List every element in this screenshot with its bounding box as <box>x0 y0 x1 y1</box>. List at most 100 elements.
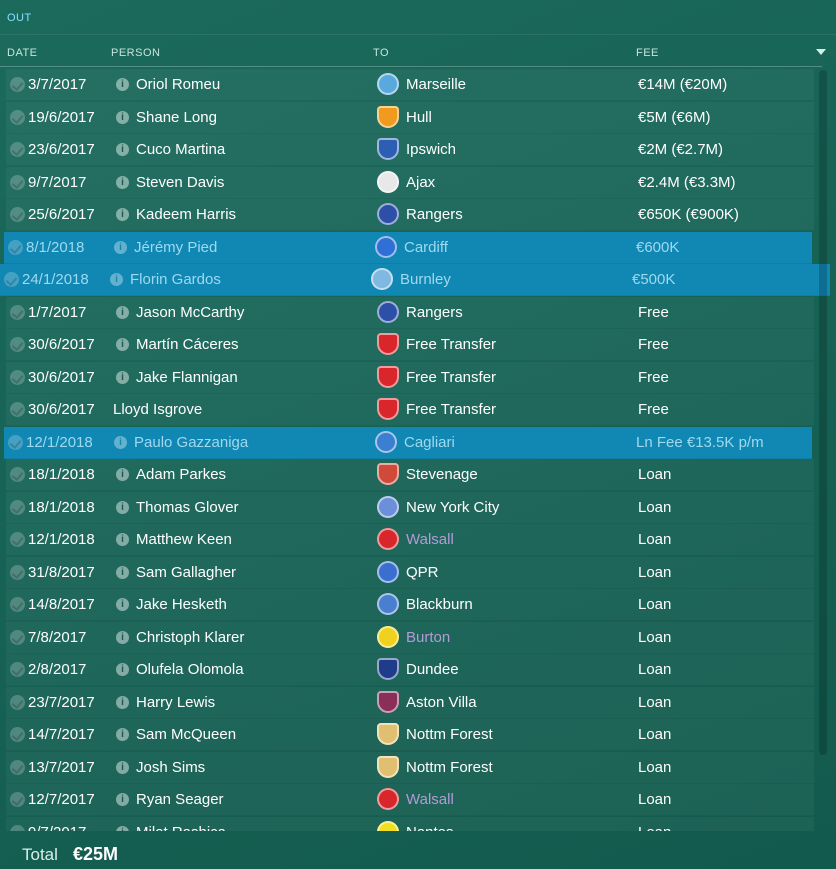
table-row[interactable]: 12/1/2018 i Paulo Gazzaniga Cagliari Ln Fee … <box>4 426 812 459</box>
destination-club-link[interactable]: Blackburn <box>406 596 473 613</box>
table-row[interactable]: 9/7/2017 i Steven Davis Ajax €2.4M (€3.3M) <box>6 166 814 199</box>
destination-club-link[interactable]: Nantes <box>406 824 454 832</box>
check-icon[interactable] <box>10 694 25 710</box>
destination-club-link[interactable]: Free Transfer <box>406 336 497 353</box>
person-link[interactable]: Cuco Martina <box>136 141 226 158</box>
destination-club-link[interactable]: Ipswich <box>406 141 457 158</box>
info-icon[interactable]: i <box>116 598 129 611</box>
info-icon[interactable]: i <box>116 760 129 774</box>
info-icon[interactable]: i <box>116 533 129 546</box>
table-row[interactable]: 18/1/2018 i Adam Parkes Stevenage Loan <box>6 459 814 491</box>
table-row[interactable]: 12/7/2017 i Ryan Seager Walsall Loan <box>6 784 814 816</box>
check-icon[interactable] <box>10 499 25 515</box>
table-row[interactable]: 24/1/2018 i Florin Gardos Burnley €500K <box>0 264 830 296</box>
table-row[interactable]: 13/7/2017 i Josh Sims Nottm Forest Loan <box>6 751 814 784</box>
destination-club-link[interactable]: Burnley <box>400 271 451 288</box>
person-link[interactable]: Jérémy Pied <box>134 238 218 256</box>
table-row[interactable]: 19/6/2017 i Shane Long Hull €5M (€6M) <box>6 101 814 134</box>
check-icon[interactable] <box>10 207 25 222</box>
person-link[interactable]: Shane Long <box>136 108 217 126</box>
table-row[interactable]: 23/7/2017 i Harry Lewis Aston Villa Loan <box>6 686 814 719</box>
person-link[interactable]: Steven Davis <box>136 173 225 191</box>
destination-club-link[interactable]: Ajax <box>406 173 436 191</box>
person-link[interactable]: Josh Sims <box>136 758 206 776</box>
destination-club-link[interactable]: Walsall <box>406 791 454 808</box>
person-link[interactable]: Paulo Gazzaniga <box>134 433 249 451</box>
check-icon[interactable] <box>10 174 25 190</box>
check-icon[interactable] <box>8 434 23 450</box>
check-icon[interactable] <box>10 304 25 320</box>
table-row[interactable]: 25/6/2017 i Kadeem Harris Rangers €650K (€90… <box>6 199 814 231</box>
check-icon[interactable] <box>10 337 25 352</box>
table-row[interactable]: 30/6/2017 i Jake Flannigan Free Transfer Fre… <box>6 361 814 394</box>
info-icon[interactable]: i <box>116 565 129 579</box>
info-icon[interactable]: i <box>116 110 129 124</box>
table-row[interactable]: 8/1/2018 i Jérémy Pied Cardiff €600K <box>4 231 812 264</box>
person-link[interactable]: Christoph Klarer <box>136 628 245 646</box>
check-icon[interactable] <box>10 759 25 775</box>
table-row[interactable]: 2/8/2017 i Olufela Olomola Dundee Loan <box>6 654 814 686</box>
check-icon[interactable] <box>10 792 25 807</box>
table-row[interactable]: 14/8/2017 i Jake Hesketh Blackburn Loan <box>6 589 814 621</box>
check-icon[interactable] <box>8 239 23 255</box>
destination-club-link[interactable]: Walsall <box>406 531 454 548</box>
info-icon[interactable]: i <box>116 175 129 189</box>
destination-club-link[interactable]: Stevenage <box>406 466 478 483</box>
info-icon[interactable]: i <box>116 500 129 514</box>
info-icon[interactable]: i <box>116 663 129 676</box>
table-row[interactable]: 1/7/2017 i Jason McCarthy Rangers Free <box>6 296 814 329</box>
table-row[interactable]: 31/8/2017 i Sam Gallagher QPR Loan <box>6 556 814 589</box>
sort-dropdown-icon[interactable] <box>816 49 826 55</box>
table-row[interactable]: 3/7/2017 i Oriol Romeu Marseille €14M (€20M) <box>6 69 814 101</box>
check-icon[interactable] <box>10 142 25 157</box>
person-link[interactable]: Olufela Olomola <box>136 661 244 678</box>
destination-club-link[interactable]: QPR <box>406 563 439 581</box>
table-row[interactable]: 18/1/2018 i Thomas Glover New York City Loan <box>6 491 814 524</box>
column-header-date[interactable]: DATE <box>7 47 38 59</box>
destination-club-link[interactable]: Cagliari <box>404 433 455 451</box>
info-icon[interactable]: i <box>116 338 129 351</box>
table-row[interactable]: 30/6/2017 i Martín Cáceres Free Transfer Fre… <box>6 329 814 361</box>
person-link[interactable]: Martín Cáceres <box>136 336 239 353</box>
check-icon[interactable] <box>10 629 25 645</box>
person-link[interactable]: Oriol Romeu <box>136 76 221 93</box>
check-icon[interactable] <box>10 369 25 385</box>
person-link[interactable]: Thomas Glover <box>136 498 239 516</box>
person-link[interactable]: Adam Parkes <box>136 466 227 483</box>
info-icon[interactable]: i <box>116 78 129 91</box>
person-link[interactable]: Kadeem Harris <box>136 206 237 223</box>
destination-club-link[interactable]: Free Transfer <box>406 401 497 418</box>
person-link[interactable]: Jake Hesketh <box>136 596 227 613</box>
destination-club-link[interactable]: Cardiff <box>404 238 448 256</box>
info-icon[interactable]: i <box>116 793 129 806</box>
check-icon[interactable] <box>10 662 25 677</box>
check-icon[interactable] <box>10 597 25 612</box>
person-link[interactable]: Sam McQueen <box>136 726 237 743</box>
person-link[interactable]: Jason McCarthy <box>136 303 245 321</box>
person-link[interactable]: Sam Gallagher <box>136 563 237 581</box>
destination-club-link[interactable]: Nottm Forest <box>406 758 493 776</box>
scrollbar[interactable] <box>819 70 827 755</box>
check-icon[interactable] <box>10 564 25 580</box>
check-icon[interactable] <box>10 532 25 547</box>
check-icon[interactable] <box>10 727 25 742</box>
column-header-fee[interactable]: FEE <box>636 47 659 59</box>
person-link[interactable]: Lloyd Isgrove <box>113 401 203 418</box>
destination-club-link[interactable]: Aston Villa <box>406 693 477 711</box>
destination-club-link[interactable]: Marseille <box>406 76 467 93</box>
person-link[interactable]: Jake Flannigan <box>136 368 238 386</box>
info-icon[interactable]: i <box>110 273 123 286</box>
table-row[interactable]: 9/7/2017 i Milot Rashica Nantes Loan <box>6 816 814 832</box>
table-row[interactable]: 7/8/2017 i Christoph Klarer Burton Loan <box>6 621 814 654</box>
column-header-person[interactable]: PERSON <box>111 47 161 59</box>
info-icon[interactable]: i <box>116 370 129 384</box>
table-row[interactable]: 23/6/2017 i Cuco Martina Ipswich €2M (€2.7M) <box>6 134 814 166</box>
destination-club-link[interactable]: Rangers <box>406 303 463 321</box>
info-icon[interactable]: i <box>116 305 129 319</box>
check-icon[interactable] <box>10 402 25 417</box>
info-icon[interactable]: i <box>116 630 129 644</box>
person-link[interactable]: Milot Rashica <box>136 824 226 832</box>
destination-club-link[interactable]: Dundee <box>406 661 459 678</box>
info-icon[interactable]: i <box>116 695 129 709</box>
destination-club-link[interactable]: New York City <box>406 498 500 516</box>
